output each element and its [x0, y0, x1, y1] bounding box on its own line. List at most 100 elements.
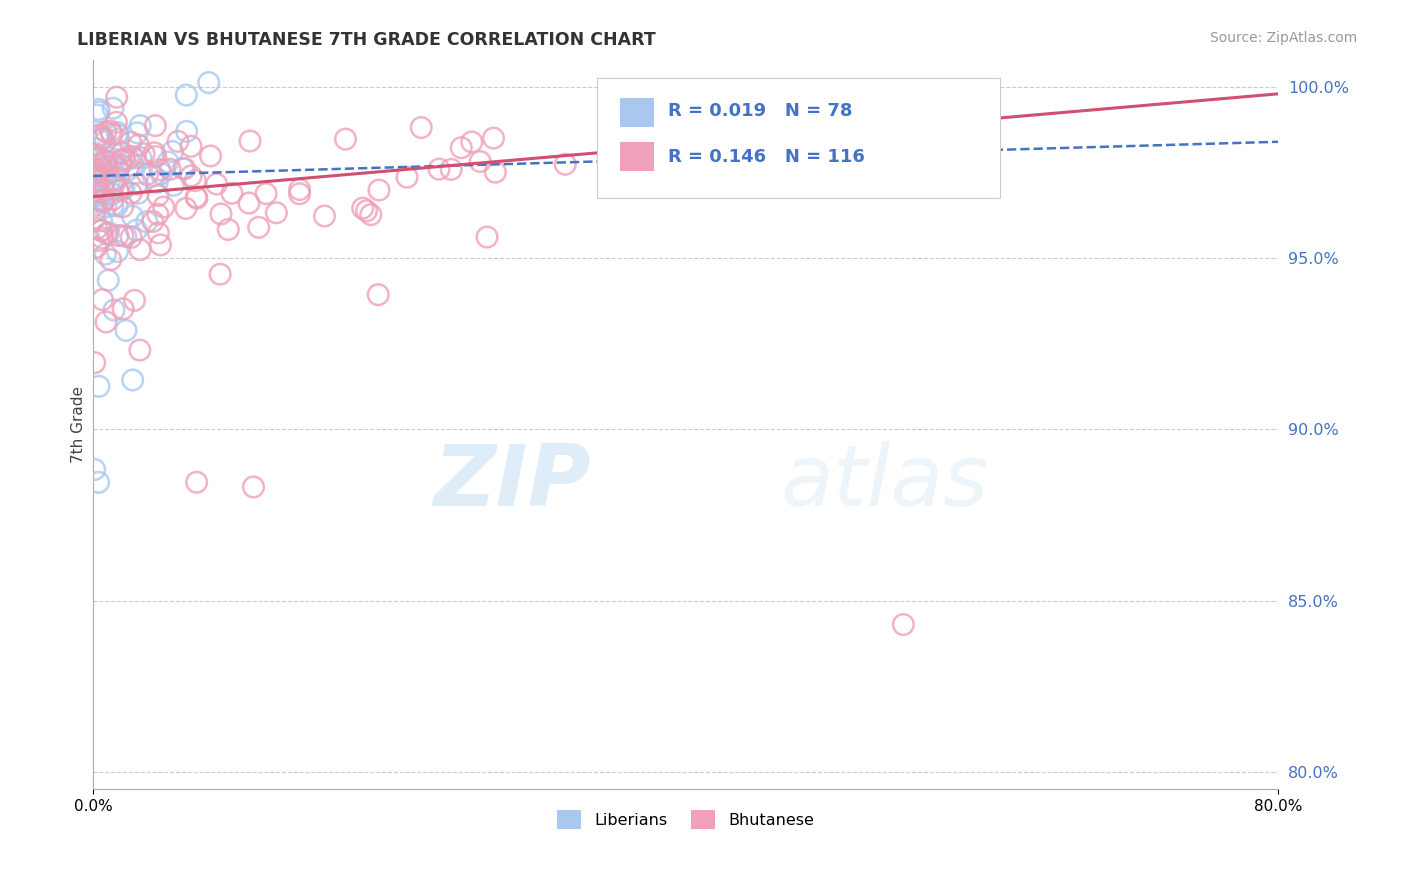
Point	[101, 174, 124, 188]
Point	[91, 293, 114, 307]
Point	[84, 240, 107, 254]
Point	[440, 162, 463, 177]
Point	[107, 132, 129, 146]
Point	[86, 183, 108, 197]
Point	[115, 229, 138, 244]
Point	[122, 151, 145, 165]
Point	[101, 186, 124, 201]
Point	[84, 167, 107, 181]
Point	[107, 126, 129, 140]
Point	[142, 169, 165, 183]
Point	[105, 115, 128, 129]
Point	[84, 163, 107, 178]
Point	[90, 223, 112, 237]
Point	[93, 154, 115, 169]
Point	[83, 148, 105, 162]
Point	[115, 323, 138, 337]
Point	[110, 153, 132, 168]
Point	[91, 132, 114, 146]
Point	[96, 159, 118, 173]
Point	[173, 161, 195, 176]
Point	[107, 161, 129, 176]
Point	[96, 167, 118, 181]
Point	[184, 174, 207, 188]
Point	[484, 165, 506, 179]
Point	[103, 172, 125, 186]
Point	[156, 155, 179, 169]
Point	[91, 167, 114, 181]
Point	[150, 167, 173, 181]
Point	[96, 155, 118, 169]
Point	[87, 189, 110, 203]
Point	[121, 209, 143, 223]
Point	[368, 183, 391, 197]
Point	[159, 162, 181, 177]
Point	[100, 154, 122, 169]
Point	[143, 119, 166, 133]
Point	[145, 150, 167, 164]
Point	[107, 184, 129, 198]
Point	[112, 301, 135, 316]
Point	[91, 161, 114, 176]
Point	[83, 161, 105, 176]
Point	[93, 153, 115, 168]
Point	[125, 223, 148, 237]
Point	[94, 200, 117, 214]
Point	[146, 188, 169, 202]
Point	[105, 199, 128, 213]
Point	[127, 186, 149, 201]
Point	[411, 120, 433, 135]
Point	[209, 207, 232, 221]
Point	[132, 146, 155, 161]
Text: Source: ZipAtlas.com: Source: ZipAtlas.com	[1209, 31, 1357, 45]
Point	[84, 146, 107, 161]
Point	[186, 191, 208, 205]
Point	[83, 169, 105, 183]
Point	[148, 226, 170, 240]
Point	[288, 182, 311, 196]
Point	[107, 128, 129, 142]
Point	[86, 169, 108, 184]
Point	[89, 192, 111, 206]
Point	[129, 243, 152, 257]
Point	[101, 101, 124, 115]
Point	[427, 162, 450, 177]
Point	[87, 149, 110, 163]
Point	[143, 145, 166, 160]
Point	[87, 173, 110, 187]
Legend: Liberians, Bhutanese: Liberians, Bhutanese	[551, 804, 820, 836]
Point	[217, 222, 239, 236]
Point	[91, 194, 114, 209]
Point	[98, 175, 121, 189]
Point	[83, 199, 105, 213]
Point	[97, 226, 120, 240]
Point	[91, 131, 114, 145]
Point	[107, 228, 129, 243]
Point	[200, 149, 222, 163]
Point	[288, 186, 311, 201]
Point	[254, 186, 277, 201]
Point	[87, 103, 110, 117]
Point	[112, 182, 135, 196]
Point	[86, 221, 108, 235]
Point	[86, 153, 108, 168]
Point	[180, 169, 202, 183]
Point	[482, 131, 505, 145]
Point	[89, 234, 111, 248]
FancyBboxPatch shape	[620, 142, 654, 171]
Point	[100, 124, 122, 138]
Point	[101, 198, 124, 212]
Point	[186, 475, 208, 490]
Point	[314, 209, 336, 223]
Point	[129, 119, 152, 133]
Point	[554, 157, 576, 171]
Point	[91, 179, 114, 194]
Point	[470, 154, 492, 169]
Point	[83, 356, 105, 370]
Point	[86, 108, 108, 122]
Point	[152, 200, 174, 214]
Point	[90, 213, 112, 227]
Point	[84, 179, 107, 194]
Text: ZIP: ZIP	[433, 441, 591, 524]
Point	[86, 173, 108, 187]
